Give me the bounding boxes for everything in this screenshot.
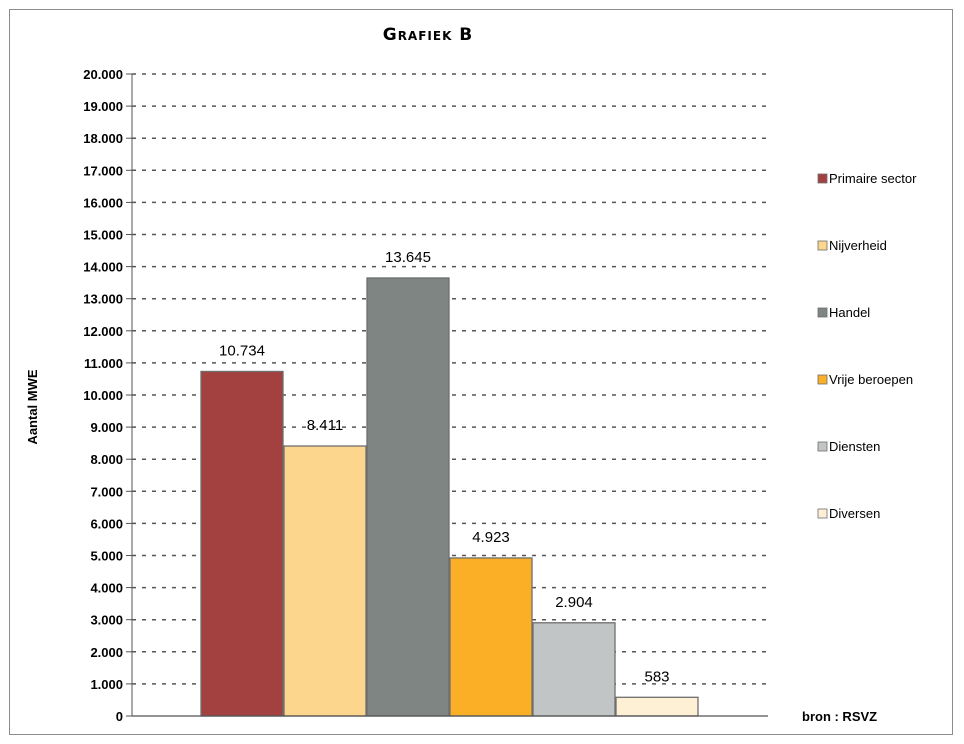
y-tick-label: 5.000 — [90, 549, 123, 564]
y-tick-label: 10.000 — [83, 388, 123, 403]
y-tick-label: 4.000 — [90, 581, 123, 596]
y-tick-label: 13.000 — [83, 292, 123, 307]
y-tick-label: 20.000 — [83, 67, 123, 82]
y-tick-label: 3.000 — [90, 613, 123, 628]
bar-handel — [366, 277, 450, 717]
legend-swatch — [817, 307, 828, 318]
y-tick-label: 9.000 — [90, 420, 123, 435]
legend-label: Primaire sector — [829, 171, 917, 186]
y-tick-label: 15.000 — [83, 228, 123, 243]
chart-frame: Grafiek B 0 1.000 2.000 3.000 4.000 5.000 6.00… — [9, 9, 953, 735]
y-tick-label: 6.000 — [90, 516, 123, 531]
grid-lines — [132, 73, 768, 685]
legend-swatch — [817, 173, 828, 184]
y-tick-label: 14.000 — [83, 260, 123, 275]
y-axis-ticks: 0 1.000 2.000 3.000 4.000 5.000 6.000 7.000 8.00… — [83, 67, 132, 724]
legend-label: Nijverheid — [829, 238, 887, 253]
legend-label: Handel — [829, 305, 870, 320]
axes — [131, 74, 768, 717]
y-tick-label: 18.000 — [83, 131, 123, 146]
data-label: 4.923 — [472, 529, 510, 546]
bar-vrije-beroepen — [449, 557, 533, 717]
y-tick-label: 17.000 — [83, 163, 123, 178]
bar-nijverheid — [283, 445, 367, 717]
chart-title: Grafiek B — [383, 25, 474, 45]
y-tick-label: 11.000 — [84, 356, 123, 371]
legend-swatch — [817, 441, 828, 452]
chart-svg: Grafiek B 0 1.000 2.000 3.000 4.000 5.000 6.00… — [25, 25, 917, 724]
bar-diversen — [615, 696, 699, 717]
bars — [200, 277, 699, 717]
legend-label: Diversen — [829, 506, 880, 521]
y-tick-label: 1.000 — [90, 677, 123, 692]
legend-label: Diensten — [829, 439, 880, 454]
y-tick-label: 16.000 — [83, 195, 123, 210]
y-axis-title: Aantal MWE — [25, 369, 40, 444]
y-tick-label: 7.000 — [90, 484, 123, 499]
data-label: 583 — [644, 668, 669, 685]
y-tick-label: 19.000 — [83, 99, 123, 114]
legend-label: Vrije beroepen — [829, 372, 913, 387]
data-label: 2.904 — [555, 594, 593, 611]
y-tick-label: 12.000 — [83, 324, 123, 339]
source-note: bron : RSVZ — [802, 709, 877, 724]
y-tick-label: 0 — [116, 709, 123, 724]
data-label: 13.645 — [385, 249, 431, 266]
bar-diensten — [532, 622, 616, 717]
data-labels: 10.734 8.411 13.645 4.923 2.904 583 — [219, 249, 669, 685]
y-tick-label: 8.000 — [90, 452, 123, 467]
bar-primaire-sector — [200, 370, 284, 717]
data-label: 8.411 — [307, 417, 343, 434]
legend-swatch — [817, 508, 828, 519]
data-label: 10.734 — [219, 342, 265, 359]
y-tick-label: 2.000 — [90, 645, 123, 660]
legend-swatch — [817, 240, 828, 251]
legend: Primaire sector Nijverheid Handel Vrije ber… — [817, 171, 917, 521]
legend-swatch — [817, 374, 828, 385]
